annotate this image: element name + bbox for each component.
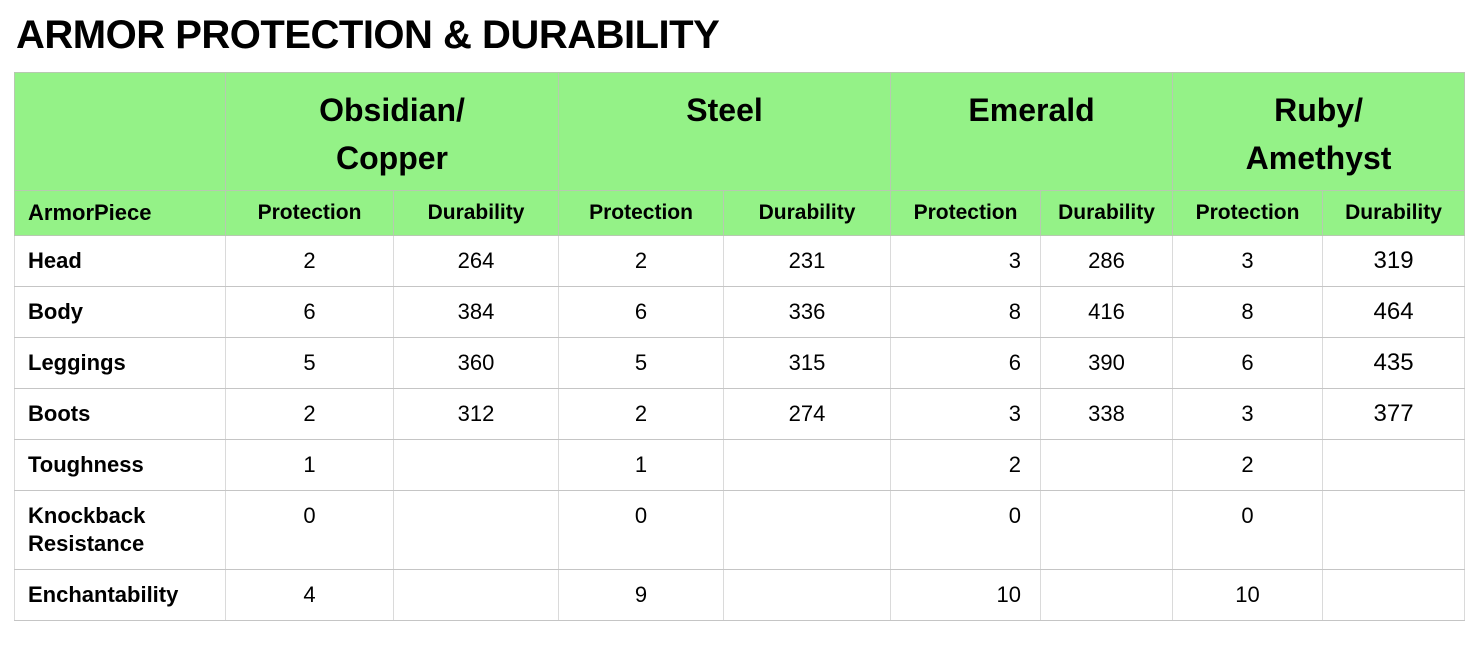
table-cell: 384 bbox=[392, 286, 560, 338]
col-header-durability: Durability bbox=[392, 190, 560, 236]
table-cell bbox=[392, 439, 560, 491]
table-cell bbox=[1322, 569, 1466, 621]
table-cell: 416 bbox=[1040, 286, 1174, 338]
table-cell: 2 bbox=[225, 235, 394, 287]
table-cell: 1 bbox=[225, 439, 394, 491]
group-label-line: Emerald bbox=[968, 92, 1095, 128]
table-cell: 0 bbox=[558, 490, 725, 570]
group-header-ruby-amethyst: Ruby/ Amethyst bbox=[1172, 72, 1466, 191]
group-label-line: Amethyst bbox=[1245, 140, 1392, 176]
table-cell: 2 bbox=[1172, 439, 1324, 491]
table-cell: 319 bbox=[1322, 235, 1466, 287]
table-cell: 0 bbox=[1172, 490, 1324, 570]
table-cell: 336 bbox=[723, 286, 892, 338]
table-cell: 231 bbox=[723, 235, 892, 287]
row-label: Knockback Resistance bbox=[14, 490, 226, 570]
row-label: Boots bbox=[14, 388, 226, 440]
col-header-protection: Protection bbox=[558, 190, 725, 236]
col-header-durability: Durability bbox=[1322, 190, 1466, 236]
table-cell: 0 bbox=[225, 490, 394, 570]
table-cell: 3 bbox=[890, 388, 1042, 440]
table-row-enchantability: Enchantability 4 9 10 10 bbox=[14, 569, 1466, 621]
row-label: Body bbox=[14, 286, 226, 338]
table-row-leggings: Leggings 5 360 5 315 6 390 6 435 bbox=[14, 337, 1466, 389]
col-header-durability: Durability bbox=[723, 190, 892, 236]
table-cell: 5 bbox=[225, 337, 394, 389]
table-cell: 6 bbox=[225, 286, 394, 338]
table-cell: 360 bbox=[392, 337, 560, 389]
row-label: Enchantability bbox=[14, 569, 226, 621]
group-label-line: Obsidian/ bbox=[319, 92, 465, 128]
table-row-boots: Boots 2 312 2 274 3 338 3 377 bbox=[14, 388, 1466, 440]
table-cell: 8 bbox=[1172, 286, 1324, 338]
table-cell bbox=[1322, 490, 1466, 570]
table-cell: 4 bbox=[225, 569, 394, 621]
sub-header-row: ArmorPiece Protection Durability Protect… bbox=[14, 190, 1466, 236]
table-row-head: Head 2 264 2 231 3 286 3 319 bbox=[14, 235, 1466, 287]
group-label-line: Copper bbox=[336, 140, 448, 176]
table-cell: 338 bbox=[1040, 388, 1174, 440]
col-header-protection: Protection bbox=[225, 190, 394, 236]
group-label-line: Steel bbox=[686, 92, 763, 128]
table-cell bbox=[1040, 439, 1174, 491]
table-cell: 286 bbox=[1040, 235, 1174, 287]
col-header-durability: Durability bbox=[1040, 190, 1174, 236]
table-cell: 6 bbox=[890, 337, 1042, 389]
table-cell: 9 bbox=[558, 569, 725, 621]
table-row-body: Body 6 384 6 336 8 416 8 464 bbox=[14, 286, 1466, 338]
group-label-line: Ruby/ bbox=[1274, 92, 1363, 128]
table-cell: 390 bbox=[1040, 337, 1174, 389]
table-row-knockback-resistance: Knockback Resistance 0 0 0 0 bbox=[14, 490, 1466, 570]
page-title: ARMOR PROTECTION & DURABILITY bbox=[16, 13, 720, 57]
corner-cell bbox=[14, 72, 226, 191]
group-header-steel: Steel bbox=[558, 72, 892, 191]
table-cell: 2 bbox=[558, 388, 725, 440]
table-cell: 6 bbox=[558, 286, 725, 338]
table-cell: 2 bbox=[558, 235, 725, 287]
table-cell: 2 bbox=[890, 439, 1042, 491]
table-cell bbox=[723, 439, 892, 491]
table-cell: 3 bbox=[1172, 388, 1324, 440]
table-cell: 464 bbox=[1322, 286, 1466, 338]
table-cell: 5 bbox=[558, 337, 725, 389]
table-cell: 10 bbox=[890, 569, 1042, 621]
table-cell: 6 bbox=[1172, 337, 1324, 389]
table-cell: 3 bbox=[1172, 235, 1324, 287]
table-cell bbox=[1322, 439, 1466, 491]
table-cell bbox=[723, 569, 892, 621]
table-cell: 1 bbox=[558, 439, 725, 491]
table-cell bbox=[392, 490, 560, 570]
table-cell: 315 bbox=[723, 337, 892, 389]
row-label: Head bbox=[14, 235, 226, 287]
armorpiece-header: ArmorPiece bbox=[14, 190, 226, 236]
table-row-toughness: Toughness 1 1 2 2 bbox=[14, 439, 1466, 491]
table-cell: 377 bbox=[1322, 388, 1466, 440]
group-header-obsidian-copper: Obsidian/ Copper bbox=[224, 72, 560, 191]
row-label: Leggings bbox=[14, 337, 226, 389]
table-cell bbox=[392, 569, 560, 621]
table-cell bbox=[723, 490, 892, 570]
table-cell: 0 bbox=[890, 490, 1042, 570]
group-header-emerald: Emerald bbox=[890, 72, 1174, 191]
table-cell: 3 bbox=[890, 235, 1042, 287]
table-cell: 2 bbox=[225, 388, 394, 440]
row-label: Toughness bbox=[14, 439, 226, 491]
table-cell: 8 bbox=[890, 286, 1042, 338]
table-cell: 312 bbox=[392, 388, 560, 440]
armor-table: Obsidian/ Copper Steel Emerald Ruby/ Ame… bbox=[14, 72, 1466, 621]
table-cell: 435 bbox=[1322, 337, 1466, 389]
group-header-row: Obsidian/ Copper Steel Emerald Ruby/ Ame… bbox=[14, 72, 1466, 191]
col-header-protection: Protection bbox=[890, 190, 1042, 236]
table-cell: 10 bbox=[1172, 569, 1324, 621]
table-cell bbox=[1040, 490, 1174, 570]
table-cell bbox=[1040, 569, 1174, 621]
col-header-protection: Protection bbox=[1172, 190, 1324, 236]
table-cell: 264 bbox=[392, 235, 560, 287]
table-cell: 274 bbox=[723, 388, 892, 440]
